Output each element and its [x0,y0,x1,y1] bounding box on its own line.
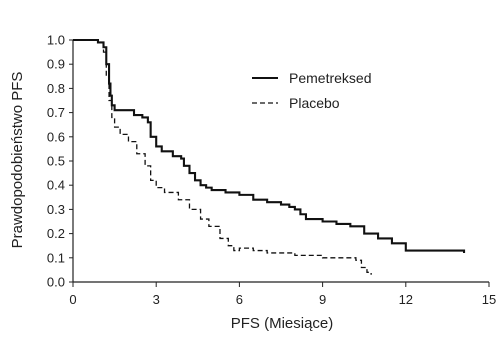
y-tick-label: 1.0 [47,33,65,48]
chart-legend: Pemetreksed Placebo [252,70,371,111]
chart-series [73,38,466,275]
x-tick-label: 15 [482,292,496,307]
x-tick-label: 3 [153,292,160,307]
y-tick-label: 0.4 [47,178,65,193]
y-tick-label: 0.9 [47,57,65,72]
y-axis-label: Prawdopodobieństwo PFS [9,72,26,249]
series-line-1 [73,39,372,275]
chart-axes: 0 3 6 9 12 15 0.0 0.1 0.2 0.3 0.4 0.5 0.6 0.7 0.8 0.9 1.… [47,33,496,308]
legend-label-1: Placebo [289,95,340,111]
y-tick-label: 0.7 [47,105,65,120]
series-line-0 [73,38,466,253]
y-tick-label: 0.5 [47,154,65,169]
x-tick-label: 12 [399,292,413,307]
y-tick-label: 0.2 [47,226,65,241]
legend-label-0: Pemetreksed [289,70,371,86]
x-tick-label: 9 [319,292,326,307]
y-tick-label: 0.8 [47,81,65,96]
x-tick-label: 6 [236,292,243,307]
x-tick-label: 0 [69,292,76,307]
y-tick-label: 0.0 [47,275,65,290]
y-tick-label: 0.6 [47,129,65,144]
y-tick-label: 0.1 [47,250,65,265]
y-tick-label: 0.3 [47,202,65,217]
x-axis-label: PFS (Miesiące) [231,315,334,332]
